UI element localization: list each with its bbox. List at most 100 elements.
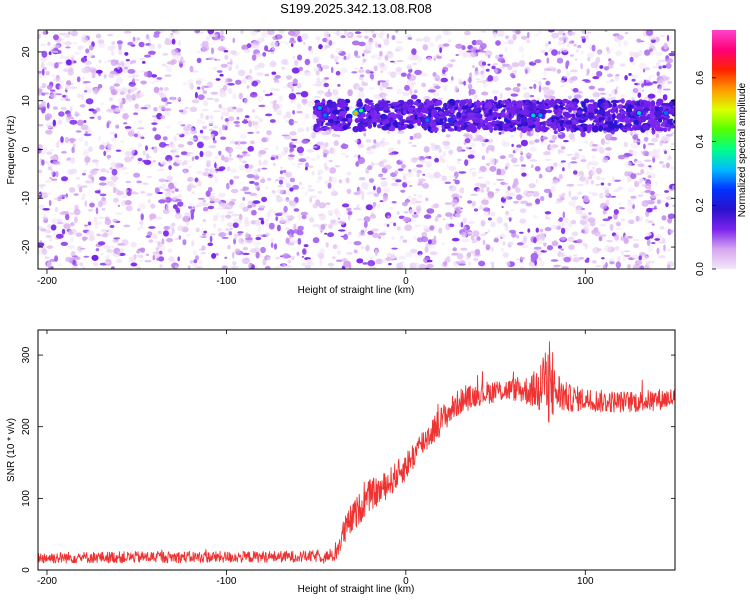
heatmap-cell [88, 234, 95, 242]
heatmap-cell [582, 242, 588, 247]
heatmap-cell [325, 242, 329, 248]
heatmap-cell [390, 256, 395, 259]
heatmap-cell [380, 180, 388, 188]
heatmap-cell [219, 34, 225, 41]
heatmap-cell [396, 226, 401, 231]
heatmap-cell [247, 145, 254, 152]
heatmap-cell [563, 256, 571, 263]
heatmap-cell [503, 222, 508, 227]
heatmap-cell [518, 127, 524, 131]
heatmap-cell [370, 30, 375, 34]
heatmap-cell [165, 204, 169, 212]
heatmap-cell [609, 261, 615, 265]
heatmap-cell [480, 188, 484, 193]
heatmap-cell [544, 158, 552, 161]
heatmap-cell [575, 49, 579, 53]
heatmap-cell [391, 247, 398, 250]
heatmap-cell [335, 259, 343, 262]
heatmap-cell [458, 222, 461, 228]
heatmap-cell [426, 263, 434, 268]
heatmap-cell [535, 198, 541, 205]
heatmap-cell [171, 190, 175, 194]
heatmap-cell [244, 191, 252, 195]
heatmap-cell [301, 262, 307, 266]
heatmap-cell [100, 234, 109, 237]
heatmap-cell [442, 69, 446, 75]
heatmap-cell [162, 53, 169, 56]
heatmap-cell [496, 30, 505, 37]
heatmap-cell [373, 185, 376, 191]
heatmap-cell [500, 247, 505, 253]
heatmap-cell [488, 217, 492, 221]
heatmap-cell [457, 158, 462, 162]
heatmap-cell [477, 176, 484, 179]
heatmap-cell [512, 150, 516, 154]
heatmap-hotspot [538, 113, 543, 118]
x-tick-label: 100 [577, 276, 594, 287]
heatmap-cell [599, 65, 604, 69]
heatmap-cell [221, 111, 230, 117]
heatmap-cell [69, 157, 76, 164]
heatmap-cell [368, 87, 375, 90]
heatmap-cell [427, 125, 432, 132]
heatmap-cell [558, 222, 565, 227]
heatmap-cell [304, 191, 308, 197]
heatmap-cell [395, 179, 402, 183]
heatmap-cell [491, 246, 494, 252]
heatmap-cell [64, 136, 69, 144]
heatmap-cell [166, 145, 172, 148]
heatmap-cell [634, 180, 640, 188]
heatmap-cell [95, 248, 100, 252]
heatmap-cell [233, 175, 240, 179]
heatmap-cell [298, 153, 304, 156]
heatmap-cell [82, 172, 86, 176]
heatmap-cell [574, 174, 582, 177]
heatmap-cell [624, 31, 629, 35]
heatmap-cell [242, 196, 245, 201]
heatmap-cell [388, 152, 395, 156]
heatmap-cell [429, 225, 435, 231]
heatmap-cell [393, 101, 401, 105]
heatmap-cell [292, 163, 296, 166]
heatmap-cell [469, 88, 476, 95]
heatmap-cell [218, 104, 222, 109]
heatmap-cell [561, 160, 566, 163]
heatmap-cell [60, 41, 67, 45]
heatmap-cell [561, 266, 569, 269]
heatmap-cell [191, 156, 195, 161]
heatmap-cell [129, 60, 133, 65]
heatmap-cell [389, 221, 394, 224]
heatmap-cell [324, 142, 329, 148]
heatmap-cell [544, 52, 548, 56]
heatmap-cell [218, 150, 222, 156]
heatmap-cell [189, 65, 194, 73]
heatmap-cell [47, 166, 53, 171]
heatmap-cell [475, 78, 481, 81]
heatmap-cell [293, 208, 300, 212]
heatmap-cell [458, 49, 463, 56]
heatmap-cell [123, 189, 129, 193]
heatmap-cell [165, 65, 173, 73]
heatmap-cell [189, 106, 198, 112]
heatmap-cell [539, 228, 544, 233]
heatmap-cell [614, 234, 619, 241]
heatmap-cell [136, 266, 141, 269]
heatmap-cell [406, 172, 414, 178]
heatmap-cell [471, 171, 477, 177]
heatmap-cell [452, 204, 455, 207]
heatmap-cell [153, 107, 158, 112]
heatmap-cell [317, 176, 323, 181]
heatmap-cell [253, 247, 261, 253]
heatmap-cell [137, 227, 140, 232]
heatmap-cell [519, 265, 525, 269]
heatmap-cell [146, 153, 149, 160]
heatmap-cell [592, 125, 599, 132]
heatmap-cell [336, 134, 341, 138]
heatmap-cell [433, 235, 437, 242]
heatmap-cell [527, 31, 530, 39]
heatmap-cell [277, 184, 284, 188]
heatmap-cell [601, 102, 610, 109]
heatmap-cell [353, 249, 358, 254]
heatmap-cell [482, 136, 487, 140]
heatmap-cell [285, 171, 293, 178]
